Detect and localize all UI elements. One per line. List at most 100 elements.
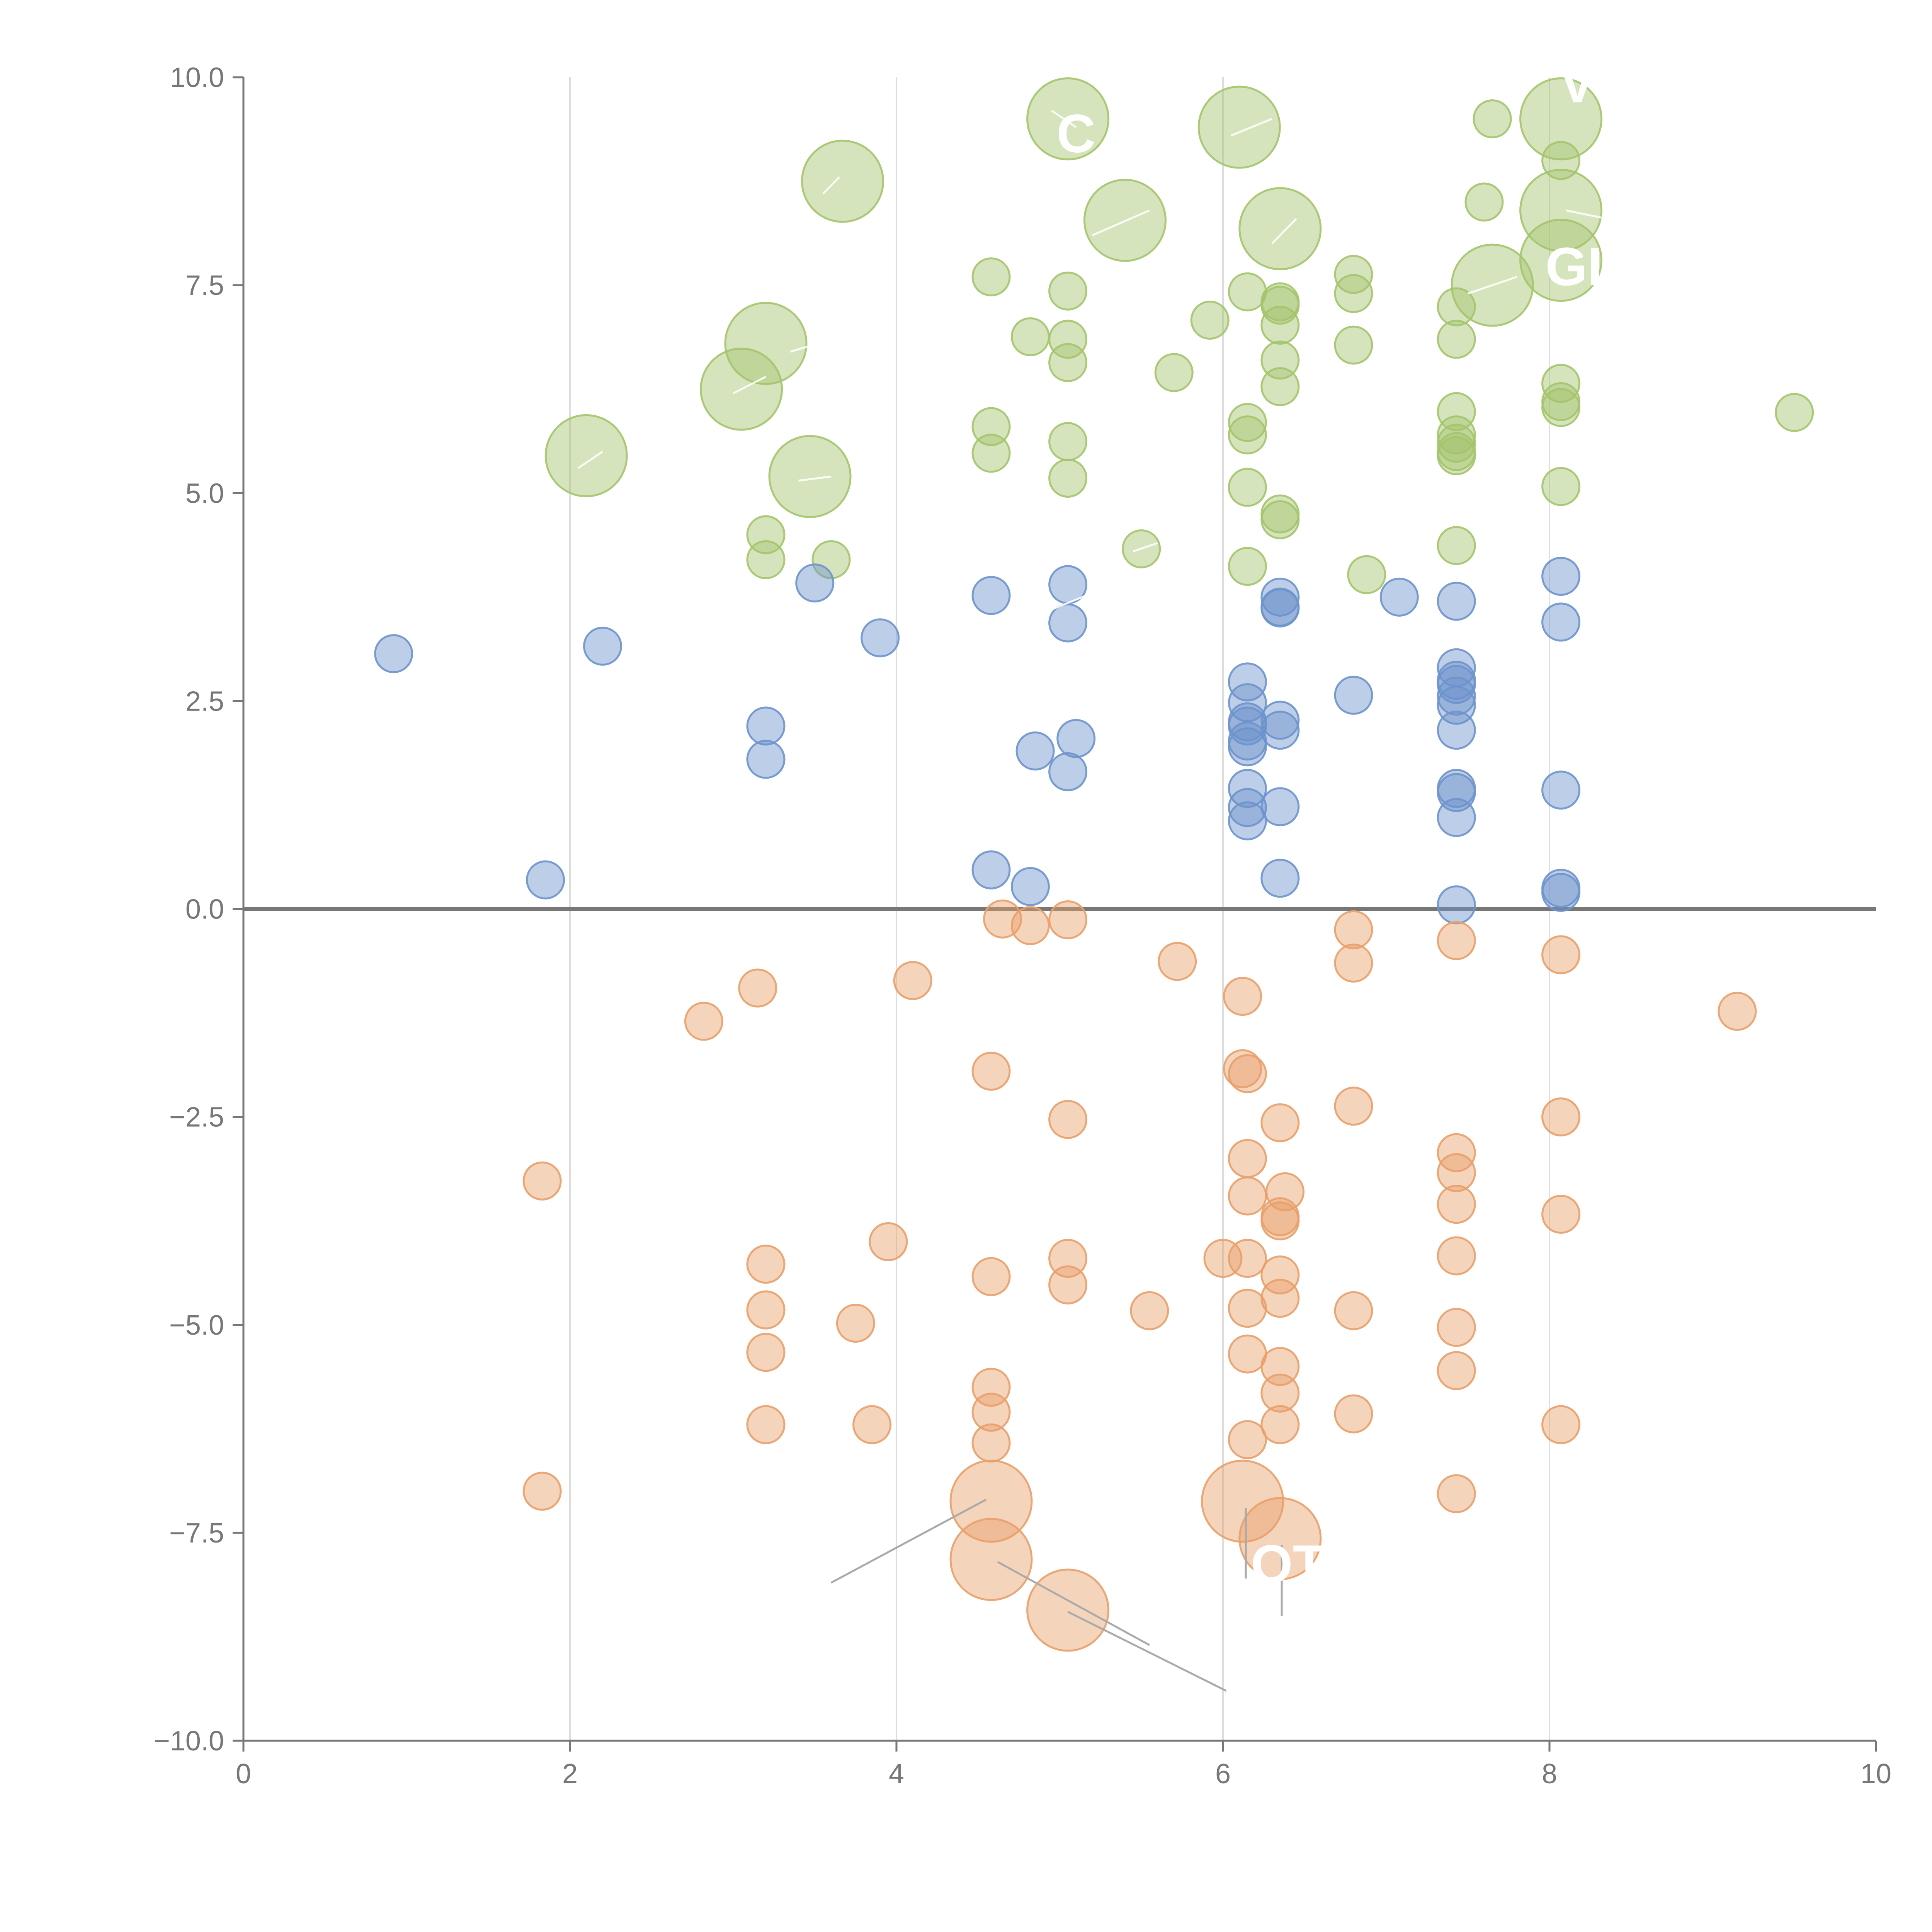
orange-point <box>1437 1474 1476 1514</box>
blue-point <box>1260 588 1300 628</box>
green-point <box>1048 422 1088 461</box>
orange-point <box>1437 1185 1476 1224</box>
green-point <box>1048 343 1088 382</box>
orange-point <box>869 1222 908 1261</box>
green-point <box>1519 219 1603 302</box>
x-tick-label: 6 <box>1215 1759 1231 1789</box>
label-leader-line <box>790 338 832 353</box>
orange-point <box>1010 906 1050 946</box>
orange-point <box>1437 1133 1476 1172</box>
orange-point <box>1223 1049 1262 1088</box>
green-point <box>1334 325 1373 365</box>
leader-line <box>997 1561 1150 1646</box>
green-point <box>768 435 852 518</box>
green-point <box>971 434 1011 473</box>
x-tick-label: 10 <box>1861 1759 1891 1789</box>
green-point <box>1473 99 1512 139</box>
orange-point <box>1265 1172 1305 1211</box>
blue-point <box>1437 665 1476 704</box>
orange-point <box>1130 1291 1169 1330</box>
orange-point <box>684 1002 723 1041</box>
green-point <box>1775 393 1814 432</box>
orange-point <box>1260 1103 1300 1143</box>
orange-point <box>522 1471 562 1511</box>
orange-point <box>1201 1459 1284 1543</box>
green-point <box>1260 367 1300 406</box>
orange-point <box>1260 1279 1300 1318</box>
orange-point <box>852 1405 892 1444</box>
blue-point <box>1260 711 1300 750</box>
blue-point <box>1260 701 1300 740</box>
orange-point <box>1334 910 1373 949</box>
orange-point <box>1223 977 1262 1016</box>
green-point <box>1228 403 1267 442</box>
label-leader-line <box>822 176 840 195</box>
orange-point <box>971 1257 1011 1296</box>
blue-point <box>1334 675 1373 715</box>
blue-point <box>1228 727 1267 767</box>
point-label: VO <box>1560 53 1638 114</box>
orange-point <box>1026 1568 1110 1652</box>
orange-point <box>1437 921 1476 960</box>
green-point <box>1437 392 1476 431</box>
blue-point <box>971 576 1011 615</box>
green-point <box>1260 286 1300 325</box>
orange-point <box>1260 1255 1300 1295</box>
blue-point <box>1048 752 1088 791</box>
orange-point <box>1228 1054 1267 1094</box>
green-point <box>801 139 884 223</box>
orange-point <box>1437 1351 1476 1390</box>
green-point <box>1464 182 1504 222</box>
label-leader-line <box>1051 592 1093 611</box>
orange-point <box>1228 1239 1267 1278</box>
orange-point <box>1334 943 1373 983</box>
blue-point <box>583 626 622 666</box>
green-point <box>1048 320 1088 359</box>
blue-point <box>1541 872 1581 912</box>
orange-point <box>1437 1236 1476 1276</box>
orange-point <box>1048 1239 1088 1278</box>
green-point <box>1228 415 1267 455</box>
y-tick-label: 7.5 <box>185 270 224 301</box>
point-label: C <box>1056 103 1095 164</box>
label-leader-line <box>1231 118 1272 136</box>
green-point <box>1541 388 1581 427</box>
orange-point <box>1048 1100 1088 1139</box>
orange-point <box>1158 942 1197 981</box>
orange-point <box>893 961 932 1000</box>
orange-point <box>1228 1139 1267 1178</box>
green-point <box>1228 468 1267 507</box>
orange-point <box>1718 992 1757 1031</box>
green-point <box>1260 500 1300 539</box>
green-point <box>1260 305 1300 345</box>
green-point <box>1437 415 1476 455</box>
y-tick-label: 5.0 <box>185 478 224 509</box>
orange-point <box>746 1333 786 1372</box>
y-tick-label: −7.5 <box>169 1518 224 1549</box>
green-point <box>1026 77 1110 161</box>
green-point <box>1519 168 1603 252</box>
orange-point <box>1541 1097 1581 1137</box>
y-tick-label: 0.0 <box>185 894 224 925</box>
blue-point <box>1260 787 1300 827</box>
green-point <box>811 540 851 579</box>
orange-point <box>1048 900 1088 939</box>
label-leader-line <box>1467 276 1517 295</box>
leader-line <box>1067 1611 1227 1692</box>
orange-point <box>949 1459 1033 1543</box>
orange-point <box>1334 1087 1373 1126</box>
green-point <box>1260 340 1300 380</box>
label-leader-line <box>1092 209 1150 236</box>
green-point <box>971 407 1011 446</box>
green-point <box>1437 526 1476 565</box>
blue-point <box>374 634 413 673</box>
orange-point <box>522 1161 562 1201</box>
blue-point <box>1437 676 1476 716</box>
orange-point <box>1334 1394 1373 1434</box>
orange-point <box>1260 1373 1300 1413</box>
green-point <box>1437 287 1476 327</box>
y-tick-label: 2.5 <box>185 686 224 717</box>
orange-point <box>1260 1201 1300 1241</box>
data-points <box>374 77 1814 1652</box>
